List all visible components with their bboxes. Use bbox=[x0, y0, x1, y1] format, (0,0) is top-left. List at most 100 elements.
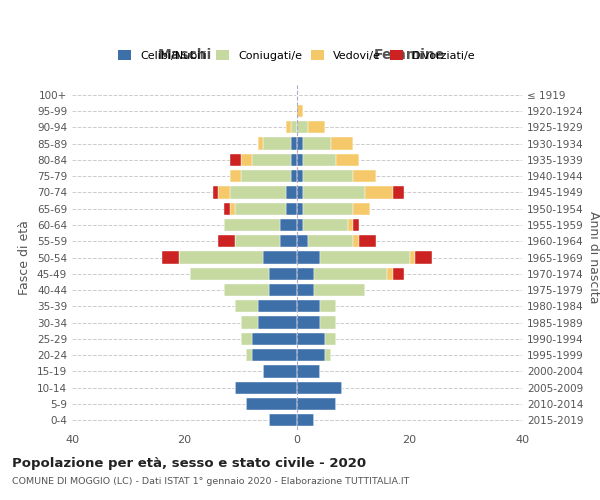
Bar bbox=[241, 154, 252, 166]
Bar bbox=[320, 252, 409, 264]
Bar bbox=[297, 235, 308, 248]
Bar bbox=[241, 170, 292, 182]
Bar bbox=[297, 202, 302, 215]
Bar bbox=[263, 366, 297, 378]
Bar bbox=[257, 316, 297, 328]
Bar bbox=[229, 202, 235, 215]
Bar bbox=[297, 170, 302, 182]
Bar bbox=[235, 382, 297, 394]
Bar bbox=[297, 252, 320, 264]
Bar bbox=[387, 268, 392, 280]
Bar bbox=[297, 219, 302, 231]
Bar bbox=[292, 170, 297, 182]
Bar bbox=[297, 186, 302, 198]
Text: Maschi: Maschi bbox=[157, 48, 212, 62]
Bar bbox=[235, 202, 286, 215]
Bar bbox=[302, 186, 365, 198]
Y-axis label: Fasce di età: Fasce di età bbox=[19, 220, 31, 295]
Bar bbox=[297, 138, 302, 149]
Bar bbox=[263, 252, 297, 264]
Bar bbox=[297, 316, 320, 328]
Bar bbox=[247, 349, 252, 361]
Bar bbox=[297, 414, 314, 426]
Bar bbox=[353, 170, 376, 182]
Bar bbox=[308, 121, 325, 134]
Bar bbox=[252, 349, 297, 361]
Bar bbox=[320, 316, 337, 328]
Bar bbox=[224, 284, 269, 296]
Bar bbox=[337, 154, 359, 166]
Bar bbox=[247, 398, 297, 410]
Bar bbox=[212, 186, 218, 198]
Text: Popolazione per età, sesso e stato civile - 2020: Popolazione per età, sesso e stato civil… bbox=[12, 458, 366, 470]
Bar bbox=[353, 235, 359, 248]
Bar bbox=[302, 154, 337, 166]
Bar bbox=[229, 154, 241, 166]
Bar bbox=[224, 219, 280, 231]
Bar bbox=[280, 235, 297, 248]
Bar bbox=[179, 252, 263, 264]
Text: Femmine: Femmine bbox=[374, 48, 445, 62]
Bar bbox=[392, 268, 404, 280]
Bar bbox=[292, 121, 297, 134]
Bar bbox=[297, 154, 302, 166]
Bar bbox=[314, 268, 387, 280]
Bar bbox=[297, 300, 320, 312]
Bar bbox=[162, 252, 179, 264]
Bar bbox=[241, 333, 252, 345]
Bar bbox=[252, 154, 292, 166]
Bar bbox=[297, 268, 314, 280]
Bar bbox=[269, 414, 297, 426]
Bar bbox=[218, 186, 229, 198]
Bar bbox=[286, 202, 297, 215]
Bar bbox=[229, 170, 241, 182]
Bar bbox=[257, 300, 297, 312]
Bar bbox=[286, 121, 292, 134]
Bar bbox=[190, 268, 269, 280]
Bar bbox=[415, 252, 432, 264]
Bar bbox=[235, 300, 257, 312]
Text: COMUNE DI MOGGIO (LC) - Dati ISTAT 1° gennaio 2020 - Elaborazione TUTTITALIA.IT: COMUNE DI MOGGIO (LC) - Dati ISTAT 1° ge… bbox=[12, 478, 409, 486]
Bar bbox=[347, 219, 353, 231]
Bar bbox=[292, 138, 297, 149]
Bar bbox=[297, 349, 325, 361]
Bar bbox=[320, 300, 337, 312]
Bar bbox=[353, 219, 359, 231]
Bar bbox=[331, 138, 353, 149]
Bar bbox=[353, 202, 370, 215]
Bar bbox=[302, 219, 347, 231]
Bar bbox=[235, 235, 280, 248]
Bar bbox=[269, 268, 297, 280]
Bar bbox=[241, 316, 257, 328]
Bar bbox=[302, 170, 353, 182]
Bar bbox=[297, 333, 325, 345]
Bar bbox=[224, 202, 229, 215]
Legend: Celibi/Nubili, Coniugati/e, Vedovi/e, Divorziati/e: Celibi/Nubili, Coniugati/e, Vedovi/e, Di… bbox=[114, 46, 480, 66]
Bar bbox=[325, 333, 337, 345]
Bar bbox=[302, 202, 353, 215]
Bar bbox=[297, 121, 308, 134]
Bar bbox=[297, 382, 342, 394]
Bar bbox=[297, 284, 314, 296]
Bar bbox=[297, 366, 320, 378]
Bar bbox=[297, 105, 302, 117]
Bar bbox=[229, 186, 286, 198]
Bar bbox=[286, 186, 297, 198]
Bar bbox=[263, 138, 292, 149]
Bar bbox=[365, 186, 392, 198]
Bar bbox=[280, 219, 297, 231]
Bar bbox=[302, 138, 331, 149]
Bar bbox=[325, 349, 331, 361]
Bar bbox=[292, 154, 297, 166]
Bar bbox=[308, 235, 353, 248]
Bar bbox=[297, 398, 337, 410]
Bar bbox=[359, 235, 376, 248]
Bar bbox=[252, 333, 297, 345]
Bar bbox=[257, 138, 263, 149]
Bar bbox=[269, 284, 297, 296]
Bar bbox=[218, 235, 235, 248]
Bar bbox=[314, 284, 365, 296]
Bar bbox=[409, 252, 415, 264]
Bar bbox=[392, 186, 404, 198]
Y-axis label: Anni di nascita: Anni di nascita bbox=[587, 211, 600, 304]
